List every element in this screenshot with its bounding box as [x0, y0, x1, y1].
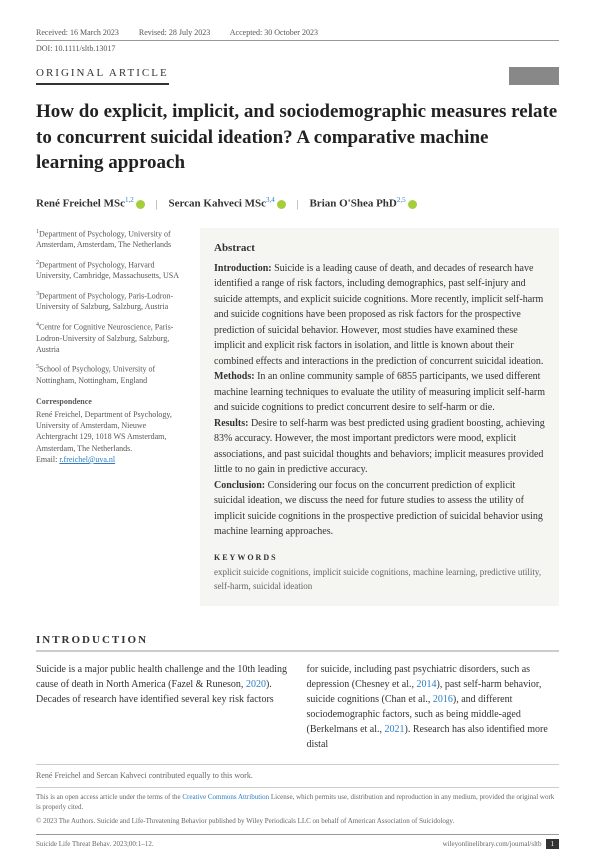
email-label: Email: — [36, 455, 59, 464]
correspondence-heading: Correspondence — [36, 396, 186, 407]
author-1: René Freichel MSc — [36, 198, 125, 210]
contribution-note: René Freichel and Sercan Kahveci contrib… — [36, 764, 559, 781]
abstract-methods: In an online community sample of 6855 pa… — [214, 371, 545, 413]
orcid-icon[interactable] — [136, 200, 145, 209]
orcid-icon[interactable] — [277, 200, 286, 209]
author-2: Sercan Kahveci MSc — [168, 198, 266, 210]
correspondence-text: René Freichel, Department of Psychology,… — [36, 409, 186, 454]
license-note: This is an open access article under the… — [36, 787, 559, 826]
accepted-date: Accepted: 30 October 2023 — [230, 28, 318, 37]
header-dates: Received: 16 March 2023 Revised: 28 July… — [36, 28, 559, 41]
affiliation: 3Department of Psychology, Paris-Lodron-… — [36, 290, 186, 313]
abstract-intro: Suicide is a leading cause of death, and… — [214, 263, 543, 367]
affiliation: 2Department of Psychology, Harvard Unive… — [36, 259, 186, 282]
journal-badge — [509, 67, 559, 85]
citation-link[interactable]: 2020 — [246, 679, 266, 690]
affiliation: 5School of Psychology, University of Not… — [36, 363, 186, 386]
abstract-box: Abstract Introduction: Suicide is a lead… — [200, 228, 559, 606]
citation-link[interactable]: 2016 — [433, 694, 453, 705]
doi: DOI: 10.1111/sltb.13017 — [36, 44, 559, 53]
abstract-heading: Abstract — [214, 240, 545, 257]
license-link[interactable]: Creative Commons Attribution — [182, 793, 269, 801]
affiliation: 4Centre for Cognitive Neuroscience, Pari… — [36, 321, 186, 355]
received-date: Received: 16 March 2023 — [36, 28, 119, 37]
orcid-icon[interactable] — [408, 200, 417, 209]
authors-list: René Freichel MSc1,2 | Sercan Kahveci MS… — [36, 196, 559, 210]
article-type: ORIGINAL ARTICLE — [36, 67, 169, 85]
affiliation: 1Department of Psychology, University of… — [36, 228, 186, 251]
copyright-note: © 2023 The Authors. Suicide and Life-Thr… — [36, 817, 559, 827]
revised-date: Revised: 28 July 2023 — [139, 28, 210, 37]
footer-bar: Suicide Life Threat Behav. 2023;00:1–12.… — [36, 834, 559, 848]
keywords-heading: KEYWORDS — [214, 552, 545, 564]
journal-url[interactable]: wileyonlinelibrary.com/journal/sltb — [443, 840, 542, 848]
body-text: Suicide is a major public health challen… — [36, 662, 559, 752]
conclusion-label: Conclusion: — [214, 480, 268, 491]
author-separator: | — [156, 198, 158, 210]
author-1-affil: 1,2 — [125, 196, 134, 204]
introduction-heading: INTRODUCTION — [36, 634, 559, 652]
citation-link[interactable]: 2014 — [416, 679, 436, 690]
abstract-results: Desire to self-harm was best predicted u… — [214, 418, 545, 476]
citation-text: Suicide Life Threat Behav. 2023;00:1–12. — [36, 840, 154, 848]
author-2-affil: 3,4 — [266, 196, 275, 204]
correspondence-email[interactable]: r.freichel@uva.nl — [59, 455, 115, 464]
article-title: How do explicit, implicit, and sociodemo… — [36, 99, 559, 176]
methods-label: Methods: — [214, 371, 257, 382]
affiliations-column: 1Department of Psychology, University of… — [36, 228, 186, 606]
author-3-affil: 2,5 — [397, 196, 406, 204]
page-number: 1 — [546, 839, 560, 849]
intro-label: Introduction: — [214, 263, 274, 274]
citation-link[interactable]: 2021 — [385, 724, 405, 735]
keywords-text: explicit suicide cognitions, implicit su… — [214, 566, 545, 594]
author-3: Brian O'Shea PhD — [309, 198, 396, 210]
results-label: Results: — [214, 418, 251, 429]
author-separator: | — [297, 198, 299, 210]
